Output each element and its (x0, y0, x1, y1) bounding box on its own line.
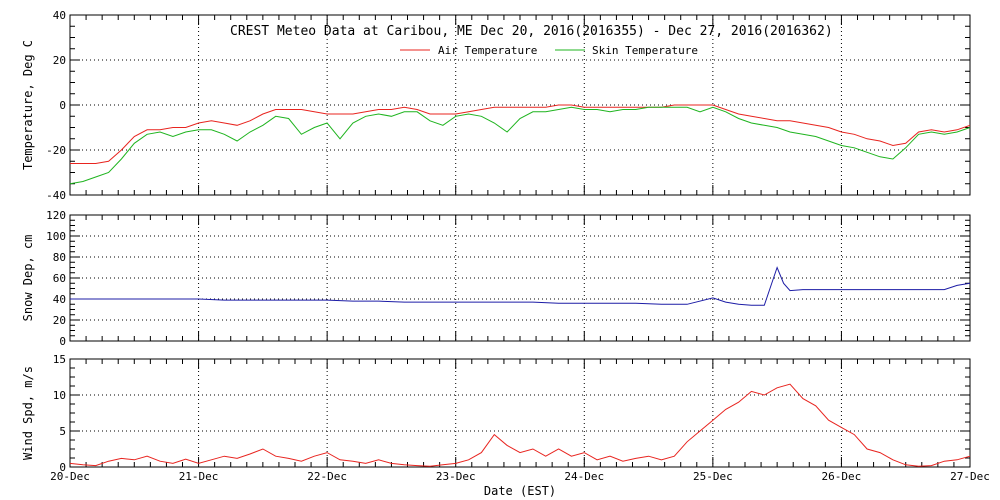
x-tick-label: 22-Dec (307, 470, 347, 483)
y-tick-label: 100 (46, 230, 66, 243)
x-tick-label: 21-Dec (179, 470, 219, 483)
x-tick-label: 20-Dec (50, 470, 90, 483)
y-tick-label: -20 (46, 144, 66, 157)
x-tick-label: 23-Dec (436, 470, 476, 483)
x-tick-label: 24-Dec (564, 470, 604, 483)
x-axis-label: Date (EST) (484, 484, 556, 498)
y-tick-label: 5 (59, 425, 66, 438)
y-axis-label: Snow Dep, cm (21, 235, 35, 322)
y-axis-label: Wind Spd, m/s (21, 366, 35, 460)
temperature-panel: -40 -20 0 20 40 Temperature, Deg C (21, 9, 971, 202)
y-tick-label: 0 (59, 461, 66, 474)
legend-label-skin-temperature: Skin Temperature (592, 44, 698, 57)
y-tick-label: 10 (53, 389, 66, 402)
x-tick-label: 26-Dec (822, 470, 862, 483)
y-tick-label: 15 (53, 353, 66, 366)
y-tick-label: 40 (53, 293, 66, 306)
series-line-skin-temperature (69, 106, 971, 185)
snow-depth-panel: 0 20 40 60 80 100 120 Snow Dep, cm (21, 209, 971, 348)
y-tick-label: 40 (53, 9, 66, 22)
wind-speed-panel: 0 5 10 15 Wind Spd, m/s 20-Dec 21-Dec 22-Dec 23-… (21, 353, 990, 483)
y-tick-label: 0 (59, 335, 66, 348)
y-tick-label: 20 (53, 314, 66, 327)
y-tick-label: 0 (59, 99, 66, 112)
x-tick-label: 27-Dec (950, 470, 990, 483)
y-tick-label: 20 (53, 54, 66, 67)
y-axis-label: Temperature, Deg C (21, 40, 35, 170)
legend: Air Temperature Skin Temperature (400, 44, 698, 57)
y-tick-label: 80 (53, 251, 66, 264)
plot-frame (69, 358, 971, 468)
y-tick-label: 60 (53, 272, 66, 285)
series-line-series-0 (69, 383, 971, 467)
y-tick-label: -40 (46, 189, 66, 202)
legend-label-air-temperature: Air Temperature (438, 44, 537, 57)
series-line-series-0 (70, 266, 971, 306)
y-tick-label: 120 (46, 209, 66, 222)
chart-title: CREST Meteo Data at Caribou, ME Dec 20, … (230, 24, 833, 39)
series-line-air-temperature (70, 104, 971, 164)
x-tick-label: 25-Dec (693, 470, 733, 483)
